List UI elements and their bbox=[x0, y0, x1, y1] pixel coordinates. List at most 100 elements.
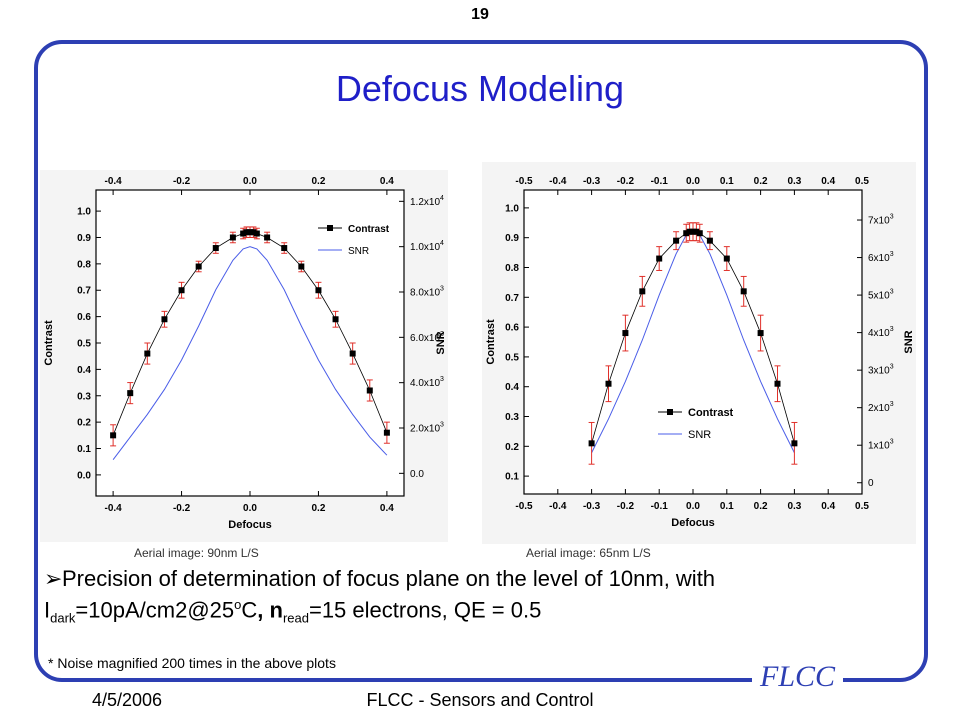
y-tick-label: 0.6 bbox=[505, 323, 519, 334]
contrast-point bbox=[247, 229, 253, 236]
y-tick-label: 1.0 bbox=[505, 203, 519, 214]
x-tick-label: 0.3 bbox=[787, 501, 801, 512]
contrast-point bbox=[683, 230, 690, 237]
y2-tick-label: 5x103 bbox=[868, 289, 894, 302]
y2-tick-label: 2.0x103 bbox=[410, 422, 444, 435]
x-tick-label: -0.3 bbox=[583, 501, 601, 512]
x-top-tick-label: -0.2 bbox=[173, 176, 191, 187]
slide-frame bbox=[34, 40, 928, 682]
y-tick-label: 0.3 bbox=[77, 391, 91, 402]
y-tick-label: 0.4 bbox=[77, 365, 91, 376]
y2-tick-label: 4x103 bbox=[868, 326, 894, 339]
y-tick-label: 1.0 bbox=[77, 207, 91, 218]
contrast-point bbox=[673, 237, 680, 244]
contrast-point bbox=[229, 234, 236, 241]
contrast-point bbox=[588, 440, 595, 447]
y-tick-label: 0.4 bbox=[505, 382, 519, 393]
y2-tick-label: 1x103 bbox=[868, 439, 894, 452]
slide-number: 19 bbox=[471, 6, 489, 23]
y-tick-label: 0.8 bbox=[505, 263, 519, 274]
bullet-text: ➢Precision of determination of focus pla… bbox=[44, 566, 914, 632]
x-tick-label: 0.4 bbox=[821, 501, 835, 512]
y2-tick-label: 2x103 bbox=[868, 401, 894, 414]
y-tick-label: 0.5 bbox=[77, 339, 91, 350]
y-tick-label: 0.9 bbox=[505, 233, 519, 244]
x-tick-label: 0.4 bbox=[380, 503, 394, 514]
y-tick-label: 0.8 bbox=[77, 259, 91, 270]
y2-tick-label: 8.0x103 bbox=[410, 286, 444, 299]
legend-contrast-label: Contrast bbox=[688, 407, 734, 419]
bullet-part-6: =15 electrons, QE = 0.5 bbox=[308, 597, 542, 623]
x-top-tick-label: 0.2 bbox=[754, 176, 768, 187]
y2-tick-label: 0.0 bbox=[410, 469, 424, 480]
y2-tick-label: 3x103 bbox=[868, 364, 894, 377]
y2-tick-label: 4.0x103 bbox=[410, 376, 444, 389]
legend-contrast-label: Contrast bbox=[348, 224, 390, 235]
contrast-point bbox=[791, 440, 798, 447]
y-tick-label: 0.7 bbox=[505, 293, 519, 304]
x-tick-label: -0.4 bbox=[549, 501, 567, 512]
contrast-point bbox=[243, 229, 250, 236]
contrast-point bbox=[161, 316, 168, 323]
y2-tick-label: 6.0x103 bbox=[410, 331, 444, 344]
x-tick-label: -0.1 bbox=[651, 501, 669, 512]
y-tick-label: 0.2 bbox=[77, 418, 91, 429]
flcc-logo: FLCC bbox=[752, 660, 844, 694]
contrast-point bbox=[264, 234, 271, 241]
x-tick-label: -0.2 bbox=[173, 503, 191, 514]
contrast-point bbox=[690, 228, 696, 235]
x-tick-label: -0.4 bbox=[104, 503, 122, 514]
contrast-point bbox=[639, 288, 646, 295]
bullet-sup-o: o bbox=[234, 597, 242, 612]
legend-contrast-marker bbox=[327, 225, 333, 231]
contrast-point bbox=[240, 230, 247, 237]
y2-axis-label: SNR bbox=[435, 331, 447, 354]
x-tick-label: 0.0 bbox=[243, 503, 257, 514]
contrast-point bbox=[706, 237, 713, 244]
contrast-point bbox=[332, 316, 339, 323]
contrast-point bbox=[757, 330, 764, 337]
bullet-part-4: C bbox=[241, 597, 258, 623]
caption-left: Aerial image: 90nm L/S bbox=[134, 546, 259, 560]
footnote: * Noise magnified 200 times in the above… bbox=[48, 655, 336, 671]
y2-tick-label: 1.2x104 bbox=[410, 195, 444, 208]
y2-tick-label: 1.0x104 bbox=[410, 240, 444, 253]
y2-tick-label: 6x103 bbox=[868, 251, 894, 264]
contrast-point bbox=[723, 255, 730, 262]
x-tick-label: -0.5 bbox=[515, 501, 533, 512]
contrast-point bbox=[315, 287, 322, 294]
bullet-sub-dark: dark bbox=[50, 610, 76, 626]
legend-snr-label: SNR bbox=[348, 246, 369, 257]
x-top-tick-label: 0.1 bbox=[720, 176, 734, 187]
y2-axis-label: SNR bbox=[903, 330, 915, 353]
caption-right: Aerial image: 65nm L/S bbox=[526, 546, 651, 560]
x-tick-label: 0.0 bbox=[686, 501, 700, 512]
y-tick-label: 0.2 bbox=[505, 442, 519, 453]
y-axis-label: Contrast bbox=[485, 319, 497, 365]
contrast-point bbox=[212, 245, 219, 252]
chart-right-65nm: -0.5 -0.5 -0.4 -0.4 -0.3 -0.3 -0.2 -0.2 -0.1 -0.1… bbox=[482, 162, 916, 544]
x-top-tick-label: 0.4 bbox=[380, 176, 394, 187]
x-top-tick-label: 0.0 bbox=[243, 176, 257, 187]
contrast-point bbox=[693, 228, 700, 235]
contrast-point bbox=[696, 230, 703, 237]
contrast-point bbox=[144, 350, 151, 357]
x-top-tick-label: -0.1 bbox=[651, 176, 669, 187]
y-tick-label: 0.0 bbox=[77, 470, 91, 481]
x-top-tick-label: 0.0 bbox=[686, 176, 700, 187]
bullet-part-5: , n bbox=[257, 597, 283, 623]
x-axis-label: Defocus bbox=[671, 517, 714, 529]
y-tick-label: 0.1 bbox=[505, 472, 519, 483]
x-tick-label: 0.1 bbox=[720, 501, 734, 512]
x-top-tick-label: 0.2 bbox=[311, 176, 325, 187]
x-top-tick-label: 0.5 bbox=[855, 176, 869, 187]
contrast-point bbox=[298, 263, 305, 270]
contrast-point bbox=[366, 387, 373, 394]
x-top-tick-label: -0.4 bbox=[549, 176, 567, 187]
x-top-tick-label: -0.4 bbox=[104, 176, 122, 187]
x-top-tick-label: -0.5 bbox=[515, 176, 533, 187]
x-top-tick-label: -0.2 bbox=[617, 176, 635, 187]
contrast-point bbox=[281, 245, 288, 252]
contrast-point bbox=[349, 350, 356, 357]
contrast-point bbox=[110, 432, 117, 439]
